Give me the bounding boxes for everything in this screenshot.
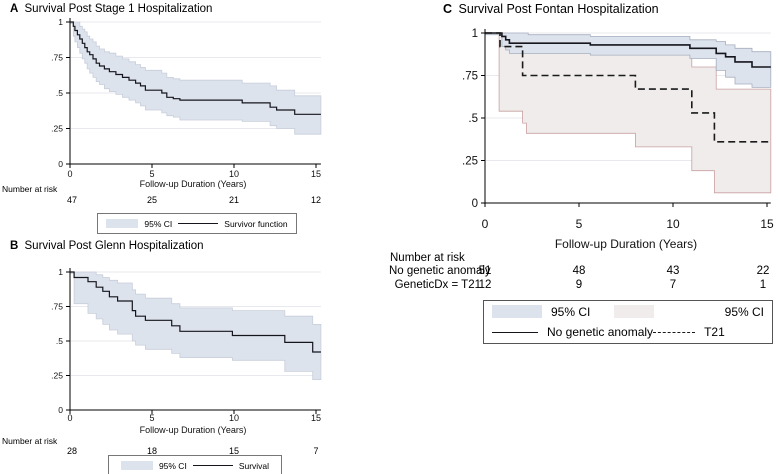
svg-text:1: 1 [472, 28, 478, 40]
risk-count: 47 [66, 195, 77, 205]
risk-count: 7 [313, 446, 319, 456]
panel-b-letter: B [10, 240, 19, 252]
legend-label: Survival [238, 460, 270, 471]
svg-text:.5: .5 [56, 336, 63, 346]
svg-text:10: 10 [666, 217, 680, 231]
legend-label: 95% CI [144, 218, 173, 229]
svg-text:.5: .5 [468, 113, 478, 125]
legend-item: T21 [653, 325, 764, 339]
legend-item: No genetic anomaly [492, 325, 653, 339]
panel-b-title-text: Survival Post Glenn Hospitalization [24, 240, 204, 252]
panel-a-title-text: Survival Post Stage 1 Hospitalization [24, 3, 213, 15]
svg-text:15: 15 [311, 169, 321, 179]
risk-count: 7 [669, 279, 677, 291]
panel-a-title: A Survival Post Stage 1 Hospitalization [10, 3, 212, 15]
risk-row-label: No genetic anomaly [389, 265, 491, 277]
svg-text:.75: .75 [51, 53, 63, 63]
risk-count: 12 [478, 279, 492, 291]
number-at-risk-row: GeneticDx = T21 12 9 7 1 [389, 279, 778, 293]
ci-band-swatch-gray [614, 305, 654, 319]
svg-text:Follow-up Duration (Years): Follow-up Duration (Years) [140, 179, 247, 189]
svg-text:10: 10 [229, 169, 239, 179]
legend-b: 95% CI Survival [108, 455, 282, 474]
number-at-risk-title: Number at risk [2, 184, 58, 194]
svg-text:0: 0 [67, 413, 72, 423]
number-at-risk-row: 47 25 21 12 [0, 195, 389, 207]
svg-text:10: 10 [229, 413, 239, 423]
svg-text:.25: .25 [51, 371, 63, 381]
legend-item: 95% CI [614, 305, 764, 319]
panel-a-letter: A [10, 3, 19, 15]
panel-b: B Survival Post Glenn Hospitalization 0.… [0, 237, 389, 474]
risk-count: 22 [756, 265, 770, 277]
risk-count: 21 [228, 195, 239, 205]
dashed-line-sample [653, 331, 696, 333]
svg-text:1: 1 [58, 267, 63, 277]
svg-text:0: 0 [58, 159, 63, 169]
risk-count: 25 [146, 195, 157, 205]
risk-count: 12 [310, 195, 321, 205]
risk-count: 43 [666, 265, 680, 277]
legend-label: No genetic anomaly [547, 325, 654, 340]
ci-band-swatch-blue [492, 305, 542, 319]
number-at-risk-title: Number at risk [390, 252, 465, 264]
svg-text:Follow-up Duration (Years): Follow-up Duration (Years) [555, 237, 697, 251]
solid-line-sample [492, 331, 538, 333]
panel-a: A Survival Post Stage 1 Hospitalization … [0, 0, 389, 237]
risk-count: 28 [66, 446, 77, 456]
svg-text:5: 5 [149, 413, 154, 423]
number-at-risk-row: No genetic anomaly 51 48 43 22 [389, 265, 778, 279]
svg-text:.75: .75 [51, 302, 63, 312]
solid-line-sample [178, 223, 219, 224]
svg-text:15: 15 [311, 413, 321, 423]
svg-text:.75: .75 [462, 71, 478, 83]
svg-text:0: 0 [482, 217, 489, 231]
svg-text:0: 0 [67, 169, 72, 179]
risk-count: 18 [146, 446, 157, 456]
legend-row-ci: 95% CI 95% CI [492, 303, 764, 321]
risk-count: 9 [575, 279, 583, 291]
ci-band-swatch [106, 219, 139, 228]
risk-count: 48 [572, 265, 586, 277]
svg-text:.25: .25 [51, 124, 63, 134]
solid-line-sample [192, 465, 233, 466]
panel-c-title-text: Survival Post Fontan Hospitalization [458, 2, 659, 16]
svg-text:0: 0 [472, 198, 478, 210]
risk-count: 15 [228, 446, 239, 456]
svg-text:0: 0 [58, 405, 63, 415]
svg-text:5: 5 [576, 217, 583, 231]
svg-text:5: 5 [149, 169, 154, 179]
number-at-risk-title: Number at risk [2, 436, 58, 446]
risk-row-label: GeneticDx = T21 [394, 279, 481, 291]
number-at-risk-row: 28 18 15 7 [0, 446, 389, 458]
panel-c: C Survival Post Fontan Hospitalization 0… [389, 0, 778, 474]
panel-c-title: C Survival Post Fontan Hospitalization [443, 2, 659, 16]
legend-label: 95% CI [551, 304, 591, 319]
risk-count: 51 [478, 265, 492, 277]
legend-item: 95% CI [492, 305, 590, 319]
legend-label: 95% CI [724, 304, 764, 319]
svg-text:15: 15 [760, 217, 774, 231]
svg-text:.5: .5 [56, 88, 63, 98]
legend-c: 95% CI 95% CI No genetic anomaly T21 [483, 300, 773, 344]
legend-label: 95% CI [158, 460, 187, 471]
ci-band-swatch [120, 461, 153, 470]
legend-label: T21 [704, 325, 725, 340]
legend-row-series: No genetic anomaly T21 [492, 324, 764, 342]
svg-text:.25: .25 [462, 156, 478, 168]
svg-text:Follow-up Duration (Years): Follow-up Duration (Years) [140, 425, 247, 435]
svg-text:1: 1 [58, 17, 63, 27]
panel-b-title: B Survival Post Glenn Hospitalization [10, 240, 204, 252]
legend-a: 95% CI Survivor function [97, 213, 297, 234]
panel-c-letter: C [443, 2, 453, 16]
legend-label: Survivor function [224, 218, 288, 229]
risk-count: 1 [759, 279, 767, 291]
